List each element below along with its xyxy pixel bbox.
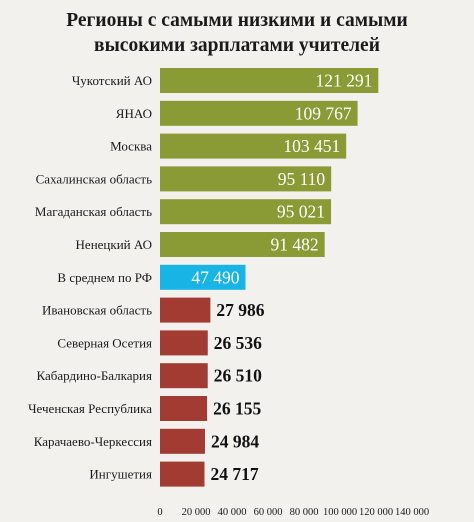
category-label: Ивановская область [42, 303, 152, 318]
chart-title: Регионы с самыми низкими и самыми высоки… [0, 8, 474, 58]
value-label: 24 984 [211, 431, 259, 451]
bar [160, 100, 358, 126]
value-label: 91 482 [271, 235, 319, 255]
bar [160, 166, 332, 192]
chart-title-line-1: Регионы с самыми низкими и самыми [66, 10, 408, 31]
category-label: Северная Осетия [57, 335, 152, 350]
x-tick-label: 60 000 [254, 507, 283, 518]
x-tick-label: 120 000 [359, 507, 393, 518]
category-label: Чукотский АО [72, 73, 152, 88]
x-tick-label: 100 000 [323, 507, 357, 518]
value-label: 26 510 [214, 366, 262, 386]
value-label: 24 717 [210, 464, 258, 484]
chart-title-line-2: высокими зарплатами учителей [94, 35, 380, 56]
bar [160, 363, 208, 389]
bar [160, 461, 205, 487]
value-label: 27 986 [216, 300, 264, 320]
category-label: Москва [110, 139, 152, 154]
x-tick-label: 80 000 [290, 507, 319, 518]
value-label: 121 291 [315, 71, 372, 91]
value-label: 109 767 [295, 103, 352, 123]
x-tick-label: 40 000 [218, 507, 247, 518]
category-label: Ненецкий АО [76, 237, 152, 252]
bar [160, 68, 379, 93]
category-label: ЯНАО [116, 106, 152, 121]
category-label: Кабардино-Балкария [36, 368, 152, 383]
bar [160, 232, 325, 257]
bar [160, 264, 246, 290]
category-label: Ингушетия [89, 467, 152, 482]
value-label: 103 451 [283, 136, 340, 156]
bar [160, 330, 208, 356]
category-label: Чеченская Республика [28, 401, 152, 416]
category-label: В среднем по РФ [57, 270, 152, 285]
bar [160, 133, 347, 159]
bar [160, 396, 208, 421]
bar [160, 297, 211, 323]
x-tick-label: 20 000 [182, 507, 211, 518]
value-label: 47 490 [191, 267, 239, 287]
x-tick-label: 140 000 [395, 507, 429, 518]
x-tick-label: 0 [157, 507, 162, 518]
value-label: 26 536 [214, 333, 262, 353]
category-label: Карачаево-Черкессия [34, 434, 152, 449]
category-label: Сахалинская область [36, 171, 152, 186]
value-label: 95 021 [277, 202, 325, 222]
category-label: Магаданская область [35, 204, 152, 219]
value-label: 26 155 [213, 399, 261, 419]
bar [160, 199, 332, 225]
bar [160, 428, 205, 454]
value-label: 95 110 [278, 169, 326, 189]
